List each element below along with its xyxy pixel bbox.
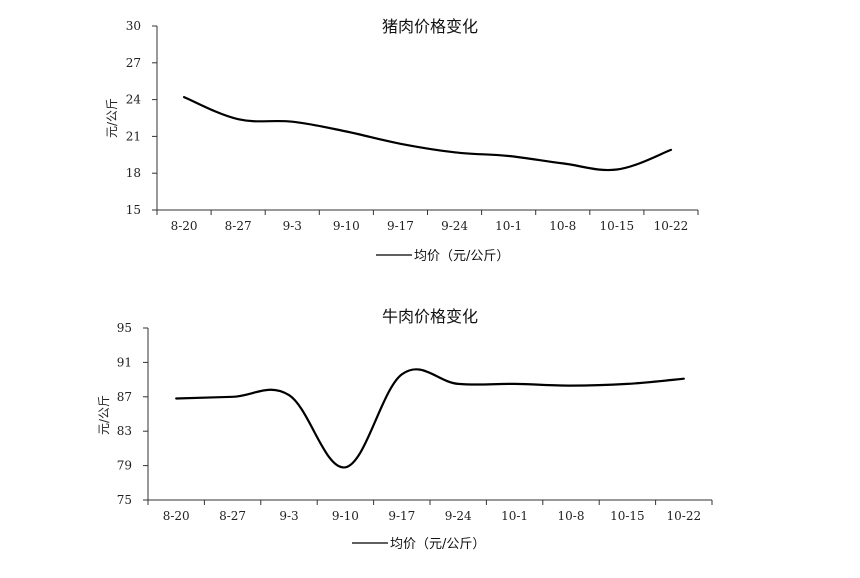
x-tick-label: 9-10 (332, 509, 359, 523)
y-axis-label: 元/公斤 (105, 98, 119, 138)
series-line (183, 96, 673, 172)
x-tick-label: 9-17 (388, 509, 415, 523)
x-tick-label: 10-1 (495, 219, 522, 233)
y-tick-label: 18 (126, 166, 141, 180)
y-tick-label: 21 (126, 129, 141, 143)
x-tick-label: 10-1 (501, 509, 528, 523)
chart-title: 牛肉价格变化 (382, 307, 478, 326)
y-tick-label: 27 (126, 56, 141, 70)
x-tick-label: 8-20 (171, 219, 198, 233)
y-tick-label: 79 (117, 459, 132, 473)
x-tick-label: 10-22 (667, 509, 702, 523)
x-tick-label: 9-24 (445, 509, 472, 523)
y-tick-label: 75 (117, 493, 132, 507)
x-tick-label: 9-17 (387, 219, 414, 233)
x-tick-label: 9-10 (333, 219, 360, 233)
series-line (175, 368, 685, 469)
y-tick-label: 91 (117, 355, 132, 369)
chart-title: 猪肉价格变化 (382, 17, 478, 36)
x-ticks: 8-20 8-27 9-3 9-10 9-17 9-24 10-1 10-8 10-15 10-2… (147, 500, 713, 523)
y-axis-label: 元/公斤 (97, 395, 111, 435)
y-tick-label: 15 (126, 203, 141, 217)
x-tick-label: 8-20 (163, 509, 190, 523)
y-tick-label: 95 (117, 321, 132, 335)
x-tick-label: 10-8 (558, 509, 585, 523)
x-tick-label: 8-27 (225, 219, 252, 233)
x-tick-label: 8-27 (219, 509, 246, 523)
x-tick-label: 10-15 (610, 509, 645, 523)
x-tick-label: 10-22 (654, 219, 689, 233)
pork-price-chart: 猪肉价格变化 元/公斤 15 18 21 24 27 30 8-20 8-27 9-3 9-10… (105, 17, 699, 264)
y-tick-label: 30 (126, 19, 141, 33)
beef-price-chart: 牛肉价格变化 元/公斤 75 79 83 87 91 95 8-20 8-27 9-3 9-10… (97, 307, 713, 552)
legend-label: 均价（元/公斤） (390, 537, 485, 552)
x-tick-label: 10-8 (549, 219, 576, 233)
x-tick-label: 10-15 (600, 219, 635, 233)
y-tick-label: 83 (117, 424, 132, 438)
y-ticks: 15 18 21 24 27 30 (126, 19, 157, 217)
legend-label: 均价（元/公斤） (414, 249, 509, 264)
x-tick-label: 9-3 (283, 219, 302, 233)
y-tick-label: 24 (126, 93, 142, 107)
y-tick-label: 87 (117, 390, 132, 404)
x-tick-label: 9-3 (279, 509, 298, 523)
x-tick-label: 9-24 (441, 219, 468, 233)
y-ticks: 75 79 83 87 91 95 (117, 321, 148, 507)
x-ticks: 8-20 8-27 9-3 9-10 9-17 9-24 10-1 10-8 10-15 10-2… (156, 210, 699, 233)
